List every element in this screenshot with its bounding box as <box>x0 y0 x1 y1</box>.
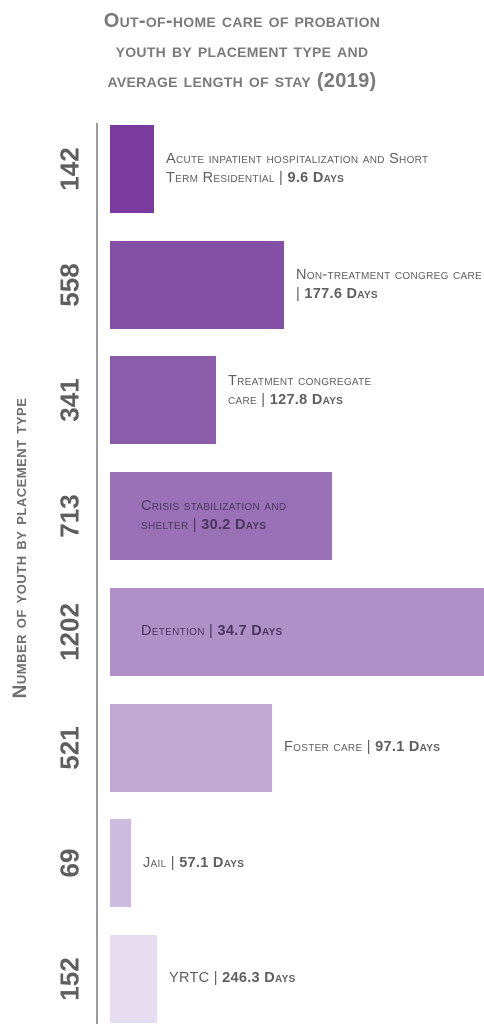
bar-label-0: Acute inpatient hospitalization and Shor… <box>166 150 446 188</box>
bar-label-days: 34.7 Days <box>217 623 283 640</box>
bar-label-text: Treatment congregate care | <box>228 372 372 408</box>
bar-label-days: 97.1 Days <box>375 739 441 755</box>
bar-label-2: Treatment congregate care | 127.8 Days <box>228 372 378 410</box>
count-label-7: 152 <box>54 957 85 1001</box>
bar-label-5: Foster care | 97.1 Days <box>284 738 482 757</box>
bar-label-3: Crisis stabilization and shelter | 30.2 … <box>141 497 321 535</box>
bar-6 <box>110 819 131 908</box>
count-label-2: 341 <box>54 378 85 423</box>
bar-label-text: Acute inpatient hospitalization and Shor… <box>166 151 429 186</box>
count-label-4: 1202 <box>54 602 85 661</box>
chart-title-line-3: average length of stay (2019) <box>107 70 377 92</box>
bar-label-text: Non-treatment congreg care | <box>296 266 482 302</box>
bar-label-days: 246.3 Days <box>222 970 296 987</box>
bar-label-days: 30.2 Days <box>201 517 267 534</box>
count-label-5: 521 <box>54 725 85 770</box>
chart-title-line-1: Out-of-home care of probation <box>103 10 381 32</box>
bar-label-4: Detention | 34.7 Days <box>141 622 341 641</box>
bar-7 <box>110 934 157 1023</box>
chart-title-line-2: youth by placement type and <box>115 40 369 62</box>
count-label-1: 558 <box>54 262 85 307</box>
bar-label-days: 177.6 Days <box>304 285 378 302</box>
bar-0 <box>110 125 154 213</box>
chart-title: Out-of-home care of probation youth by p… <box>0 6 484 96</box>
bar-label-7: YRTC | 246.3 Days <box>169 969 329 988</box>
bar-label-text: Crisis stabilization and shelter | <box>141 498 287 534</box>
count-label-3: 713 <box>54 494 85 538</box>
bar-2 <box>110 356 216 445</box>
bar-label-days: 127.8 Days <box>269 391 344 408</box>
bar-label-text: Detention | <box>141 623 218 640</box>
bar-1 <box>110 240 284 329</box>
y-axis-line <box>96 123 98 1024</box>
bar-4 <box>110 587 484 676</box>
bar-5 <box>110 703 272 792</box>
bar-label-text: Foster care | <box>284 739 376 755</box>
bar-label-1: Non-treatment congreg care | 177.6 Days <box>296 266 482 304</box>
bar-label-text: Jail | <box>143 854 180 871</box>
bar-3 <box>110 472 332 561</box>
count-label-0: 142 <box>54 147 85 191</box>
count-label-6: 69 <box>54 848 85 878</box>
bar-label-days: 9.6 Days <box>287 170 345 186</box>
bar-label-text: YRTC | <box>169 970 223 987</box>
bar-label-days: 57.1 Days <box>179 854 245 871</box>
bar-label-6: Jail | 57.1 Days <box>143 854 283 873</box>
